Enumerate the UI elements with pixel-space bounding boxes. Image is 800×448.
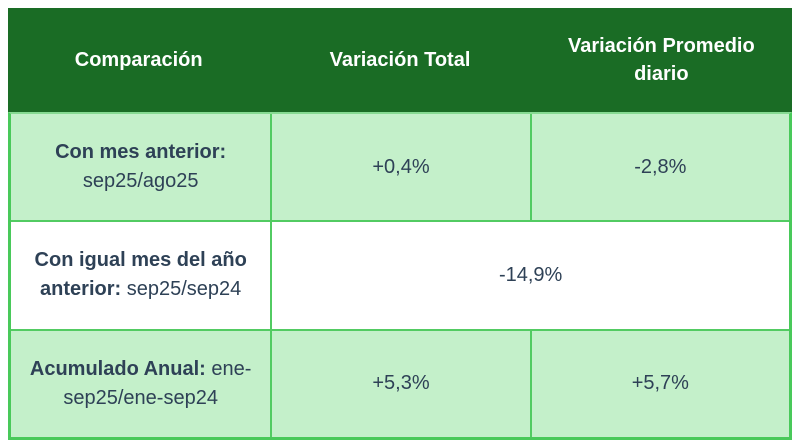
table-body: Con mes anterior: sep25/ago25 +0,4% -2,8… xyxy=(8,112,792,440)
label-regular-text: sep25/ene-sep24 xyxy=(63,386,218,409)
label-regular-text: sep25/ago25 xyxy=(82,170,199,193)
label-line-2: sep25/ene-sep24 xyxy=(63,384,218,413)
label-bold-text: Con mes anterior: xyxy=(55,141,227,164)
header-label-variacion-promedio-diario: Variación Promedio diario xyxy=(567,35,755,85)
header-cell-variacion-total: Variación Total xyxy=(269,8,530,112)
cell-total-mes-anterior: +0,4% xyxy=(270,114,529,221)
cell-merged-igual-mes: -14,9% xyxy=(270,222,789,329)
table-row-mes-anterior: Con mes anterior: sep25/ago25 +0,4% -2,8… xyxy=(11,114,789,221)
header-label-comparacion: Comparación xyxy=(74,49,203,71)
row-label-acumulado-anual: Acumulado Anual: ene- sep25/ene-sep24 xyxy=(11,331,270,437)
table-row-igual-mes: Con igual mes del año anterior: sep25/se… xyxy=(11,220,789,329)
label-bold-text: anterior: xyxy=(40,278,122,301)
label-line-1: Con mes anterior: xyxy=(55,138,226,167)
label-line-1: Acumulado Anual: ene- xyxy=(30,355,252,384)
header-cell-comparacion: Comparación xyxy=(8,8,269,112)
label-regular-text: ene- xyxy=(205,357,252,380)
label-regular-text: sep25/sep24 xyxy=(121,278,242,301)
cell-daily-mes-anterior: -2,8% xyxy=(529,114,789,221)
comparison-table: Comparación Variación Total Variación Pr… xyxy=(8,8,792,440)
label-line-1: Con igual mes del año xyxy=(35,246,247,275)
table-header-row: Comparación Variación Total Variación Pr… xyxy=(8,8,792,112)
row-label-igual-mes: Con igual mes del año anterior: sep25/se… xyxy=(11,222,270,328)
cell-daily-acumulado-anual: +5,7% xyxy=(529,330,789,437)
table-row-acumulado-anual: Acumulado Anual: ene- sep25/ene-sep24 +5… xyxy=(11,328,789,437)
cell-total-acumulado-anual: +5,3% xyxy=(270,330,529,437)
label-line-2: anterior: sep25/sep24 xyxy=(40,275,241,304)
label-bold-text: Acumulado Anual: xyxy=(29,357,206,380)
label-line-2: sep25/ago25 xyxy=(83,167,199,196)
header-cell-variacion-promedio-diario: Variación Promedio diario xyxy=(531,8,792,112)
header-label-variacion-total: Variación Total xyxy=(329,49,471,71)
label-bold-text: Con igual mes del año xyxy=(34,249,247,272)
row-label-mes-anterior: Con mes anterior: sep25/ago25 xyxy=(11,114,270,220)
